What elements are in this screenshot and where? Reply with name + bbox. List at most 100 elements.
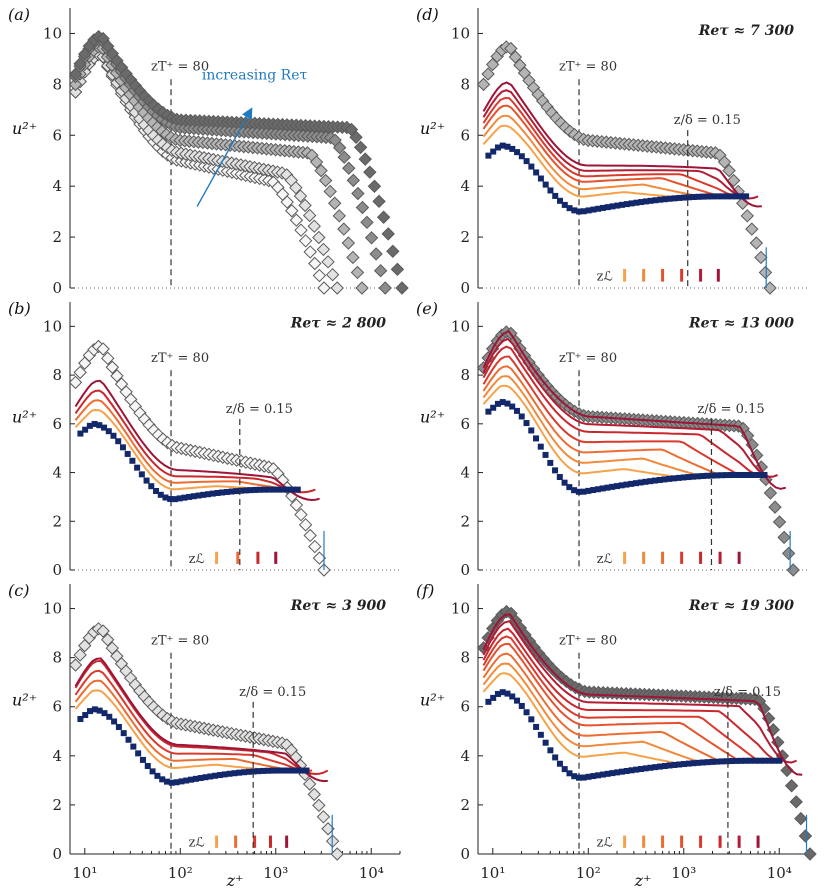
- square-marker: [176, 495, 183, 502]
- square-marker: [537, 443, 544, 450]
- square-marker: [628, 480, 635, 487]
- filtered-profile-curve: [482, 613, 803, 776]
- diamond-marker: [390, 262, 405, 277]
- square-marker: [700, 193, 707, 200]
- y-tick-label: 4: [460, 177, 470, 195]
- square-marker: [713, 472, 720, 479]
- diamond-marker: [323, 184, 337, 199]
- panel-label: (d): [416, 5, 439, 24]
- panel-d: 0 2 4 6 8 10 u²⁺ (d) zT⁺ = 80 Reτ ≈ 7 300 zℒ z/δ = …: [416, 5, 808, 297]
- zL-label: zℒ: [597, 269, 613, 284]
- square-marker: [557, 197, 564, 204]
- square-marker: [647, 764, 654, 771]
- square-marker: [714, 193, 721, 200]
- diamond-marker: [337, 150, 351, 164]
- square-marker: [271, 486, 278, 493]
- square-marker: [552, 467, 559, 474]
- square-marker: [181, 494, 188, 501]
- square-marker: [699, 473, 706, 480]
- x-axis-label: z⁺: [226, 871, 244, 890]
- square-marker: [724, 193, 731, 200]
- y-tick-label: 6: [52, 126, 62, 144]
- diamond-marker: [298, 518, 313, 532]
- square-marker: [101, 710, 108, 717]
- square-marker: [233, 488, 240, 495]
- square-marker: [504, 143, 511, 150]
- square-marker: [504, 690, 511, 697]
- zL-label: zℒ: [189, 836, 205, 851]
- square-marker: [595, 772, 602, 779]
- square-marker: [499, 689, 506, 696]
- diamond-marker: [294, 507, 308, 522]
- square-marker: [216, 772, 223, 779]
- diamond-marker: [307, 787, 321, 802]
- filtered-profile-curve: [482, 642, 740, 762]
- square-marker: [228, 488, 235, 495]
- square-marker: [566, 770, 573, 777]
- diamond-marker: [318, 173, 333, 188]
- square-marker: [86, 422, 93, 429]
- square-marker: [614, 202, 621, 209]
- filtered-profile-curve: [74, 379, 320, 502]
- square-marker: [633, 766, 640, 773]
- x-tick-label: 10¹: [72, 864, 97, 882]
- square-marker: [528, 163, 535, 170]
- square-marker: [178, 778, 185, 785]
- square-marker: [633, 199, 640, 206]
- square-marker: [590, 487, 597, 494]
- filtered-profile-curve: [482, 114, 702, 198]
- filtered-profile-curve: [482, 97, 740, 198]
- square-marker: [561, 201, 568, 208]
- square-marker: [261, 486, 268, 493]
- diamond-marker: [314, 163, 328, 178]
- diamond-marker: [96, 342, 110, 356]
- diamond-marker: [364, 231, 379, 245]
- square-marker: [671, 761, 678, 768]
- y-tick-label: 8: [52, 75, 62, 93]
- y-tick-label: 10: [451, 600, 470, 618]
- y-tick-label: 0: [52, 561, 62, 579]
- zT-annotation: zT⁺ = 80: [559, 633, 617, 648]
- square-marker: [647, 478, 654, 485]
- square-marker: [675, 474, 682, 481]
- square-marker: [561, 766, 568, 773]
- square-marker: [661, 763, 668, 770]
- square-marker: [192, 775, 199, 782]
- x-tick-label: 10⁴: [359, 864, 384, 882]
- square-marker: [256, 486, 263, 493]
- square-marker: [694, 473, 701, 480]
- square-marker: [547, 747, 554, 754]
- filtered-profile-curve: [482, 337, 778, 478]
- diamond-marker: [378, 281, 392, 295]
- y-tick-label: 8: [460, 649, 470, 667]
- diamond-marker: [289, 498, 304, 512]
- diamond-marker: [351, 186, 365, 201]
- x-tick-label: 10¹: [480, 864, 505, 882]
- square-marker: [499, 142, 506, 149]
- panel-label: (e): [416, 299, 438, 318]
- diamond-marker: [367, 179, 382, 193]
- square-marker: [652, 764, 659, 771]
- y-tick-label: 4: [52, 464, 62, 482]
- filtered-profile-curve: [482, 672, 683, 766]
- square-marker: [733, 757, 740, 764]
- y-tick-label: 4: [52, 747, 62, 765]
- square-marker: [652, 197, 659, 204]
- diamond-marker: [312, 268, 327, 283]
- square-marker: [115, 438, 122, 445]
- y-tick-label: 6: [460, 698, 470, 716]
- filtered-profile-curve: [74, 689, 275, 772]
- square-marker: [247, 487, 254, 494]
- panel-label: (c): [8, 581, 29, 600]
- diamond-marker: [328, 196, 342, 210]
- square-marker: [195, 492, 202, 499]
- z-delta-annotation: z/δ = 0.15: [674, 113, 741, 128]
- filtered-profile-curve: [482, 124, 683, 199]
- diamond-marker: [289, 213, 304, 227]
- square-marker: [747, 471, 754, 478]
- diamond-marker: [355, 281, 369, 295]
- diamond-marker: [337, 222, 351, 236]
- square-marker: [537, 731, 544, 738]
- square-marker: [561, 479, 568, 486]
